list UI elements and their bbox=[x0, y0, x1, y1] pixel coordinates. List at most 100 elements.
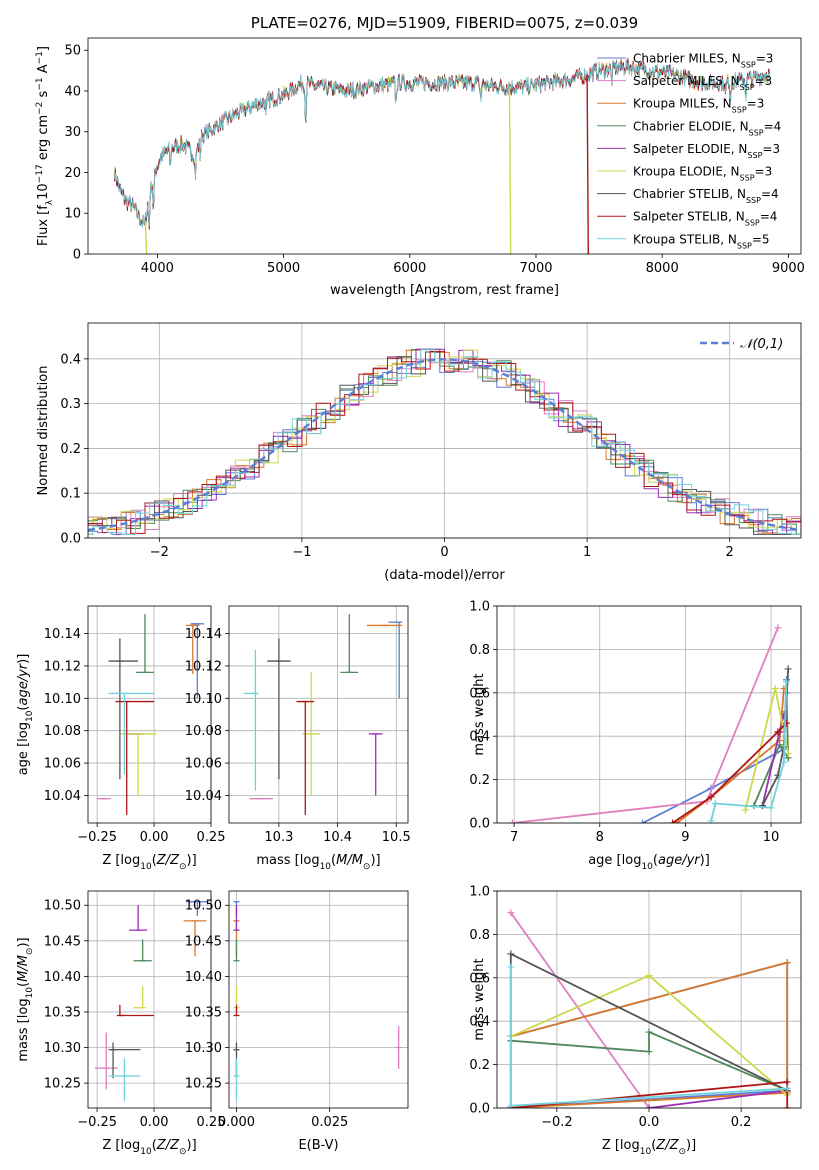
weight-lines bbox=[508, 624, 792, 823]
weight-marker bbox=[783, 1084, 791, 1092]
y-tick-label: 10.50 bbox=[185, 899, 222, 914]
y-tick-label: 10.45 bbox=[185, 934, 222, 949]
y-tick-label: 0.3 bbox=[60, 397, 81, 412]
x-tick-label: −0.25 bbox=[77, 1115, 117, 1130]
y-axis-label: age [log10(age/yr)] bbox=[16, 654, 35, 776]
x-axis-label: E(B-V) bbox=[298, 1138, 338, 1153]
grid-lines bbox=[88, 891, 212, 1108]
histogram-chabrier-stelib bbox=[88, 351, 801, 535]
x-tick-label: 9000 bbox=[772, 261, 805, 276]
legend-label: 𝒩(0,1) bbox=[740, 337, 783, 352]
y-tick-label: 10.30 bbox=[44, 1041, 81, 1056]
histogram-salpeter-stelib bbox=[88, 350, 801, 534]
y-tick-label: 0.2 bbox=[469, 1058, 490, 1073]
y-tick-label: 10.04 bbox=[44, 789, 81, 804]
x-axis-label: wavelength [Angstrom, rest frame] bbox=[330, 283, 559, 298]
y-tick-label: 10.12 bbox=[185, 659, 222, 674]
x-tick-label: 0 bbox=[440, 545, 448, 560]
mass-vs-metallicity-panel: −0.25 0.00 0.25 10.25 10.30 10.35 10.40 10.45 10… bbox=[16, 890, 225, 1157]
weight-marker bbox=[707, 817, 715, 823]
x-axis-label: age [log10(age/yr)] bbox=[588, 853, 710, 872]
axes-frame bbox=[87, 890, 212, 1109]
error-bars bbox=[97, 614, 205, 815]
legend-label: Chabrier ELODIE, NSSP=4 bbox=[633, 119, 781, 137]
y-tick-label: 0.8 bbox=[469, 643, 490, 658]
y-tick-label: 10.40 bbox=[44, 970, 81, 985]
weight-marker bbox=[645, 1028, 653, 1036]
y-tick-label: 10.35 bbox=[185, 1005, 222, 1020]
y-tick-label: 10.06 bbox=[44, 757, 81, 772]
weight-marker bbox=[639, 819, 647, 823]
weight-line-salpeter-miles bbox=[510, 912, 650, 1108]
age-vs-metallicity-panel: −0.25 0.00 0.25 10.04 10.06 10.08 10.10 10.12 10… bbox=[16, 605, 225, 872]
weight-marker bbox=[771, 684, 779, 692]
chart-title: PLATE=0276, MJD=51909, FIBERID=0075, z=0… bbox=[251, 14, 638, 32]
y-tick-label: 50 bbox=[64, 44, 81, 59]
legend-label: Kroupa MILES, NSSP=3 bbox=[633, 97, 764, 115]
x-tick-label: −1 bbox=[292, 545, 311, 560]
y-tick-label: 10.10 bbox=[185, 692, 222, 707]
error-bars bbox=[233, 901, 402, 1101]
x-tick-label: 1 bbox=[583, 545, 591, 560]
x-tick-label: 0.000 bbox=[218, 1115, 255, 1130]
y-axis-label: Normed distribution bbox=[36, 366, 51, 496]
y-tick-label: 0.0 bbox=[60, 532, 81, 547]
x-tick-label: 5000 bbox=[267, 261, 300, 276]
axes-frame bbox=[87, 37, 802, 255]
legend: Chabrier MILES, NSSP=3 Salpeter MILES, NS… bbox=[597, 52, 781, 250]
weight-marker bbox=[508, 819, 516, 823]
x-tick-label: 7000 bbox=[519, 261, 552, 276]
weight-line-chabrier-elodie bbox=[510, 1030, 788, 1092]
x-tick-label: 4000 bbox=[141, 261, 174, 276]
x-tick-label: 0.00 bbox=[140, 830, 169, 845]
histograms bbox=[88, 348, 801, 535]
y-tick-label: 10.50 bbox=[44, 899, 81, 914]
axes-frame bbox=[228, 890, 409, 1109]
y-tick-label: 10.25 bbox=[44, 1077, 81, 1092]
spectrum-panel: PLATE=0276, MJD=51909, FIBERID=0075, z=0… bbox=[35, 14, 805, 298]
legend-label: Salpeter STELIB, NSSP=4 bbox=[633, 210, 777, 228]
mass-weight-vs-metallicity-panel: −0.2 0.0 0.2 0.0 0.2 0.4 0.6 0.8 1.0 Z [log10(Z/Z… bbox=[469, 885, 802, 1157]
y-tick-label: 0.4 bbox=[469, 1015, 490, 1030]
weight-lines bbox=[507, 909, 791, 1108]
weight-marker bbox=[780, 758, 788, 766]
y-tick-label: 10.08 bbox=[44, 724, 81, 739]
legend-label: Salpeter MILES, NSSP=3 bbox=[633, 74, 772, 92]
histogram-kroupa-stelib bbox=[88, 349, 801, 535]
axes-frame bbox=[87, 322, 802, 539]
y-tick-label: 0.1 bbox=[60, 487, 81, 502]
x-tick-label: −2 bbox=[150, 545, 169, 560]
x-tick-label: 8 bbox=[596, 830, 604, 845]
weight-line-kroupa-miles bbox=[510, 961, 789, 1108]
axes-frame bbox=[228, 605, 409, 824]
x-tick-label: 0.2 bbox=[731, 1115, 752, 1130]
x-tick-label: 9 bbox=[681, 830, 689, 845]
weight-marker bbox=[783, 1078, 791, 1086]
weight-marker bbox=[767, 804, 775, 812]
y-tick-label: 10 bbox=[64, 207, 81, 222]
x-tick-label: −0.2 bbox=[541, 1115, 573, 1130]
axes-frame bbox=[496, 605, 802, 824]
y-tick-label: 10.25 bbox=[185, 1077, 222, 1092]
x-tick-label: 0.00 bbox=[140, 1115, 169, 1130]
legend-label: Chabrier STELIB, NSSP=4 bbox=[633, 187, 779, 205]
mass-weight-vs-age-panel: 7 8 9 10 0.0 0.2 0.4 0.6 0.8 1.0 age [log10(age/yr… bbox=[469, 600, 802, 872]
x-tick-label: 10.4 bbox=[323, 830, 352, 845]
legend-label: Kroupa STELIB, NSSP=5 bbox=[633, 232, 770, 250]
error-bars bbox=[243, 614, 403, 815]
y-tick-label: 0.4 bbox=[60, 352, 81, 367]
x-tick-label: 7 bbox=[510, 830, 518, 845]
weight-marker bbox=[507, 1102, 515, 1108]
y-tick-label: 0.8 bbox=[469, 928, 490, 943]
spectrum-dropout bbox=[586, 74, 589, 254]
x-tick-label: −0.25 bbox=[77, 830, 117, 845]
weight-line-salpeter-stelib bbox=[671, 722, 788, 823]
legend-label: Chabrier MILES, NSSP=3 bbox=[633, 52, 773, 70]
y-tick-label: 10.30 bbox=[185, 1041, 222, 1056]
y-tick-label: 10.04 bbox=[185, 789, 222, 804]
weight-marker bbox=[711, 799, 719, 807]
y-tick-label: 20 bbox=[64, 166, 81, 181]
y-tick-label: 10.12 bbox=[44, 659, 81, 674]
weight-marker bbox=[774, 728, 782, 736]
spectrum-dropout bbox=[508, 86, 512, 254]
